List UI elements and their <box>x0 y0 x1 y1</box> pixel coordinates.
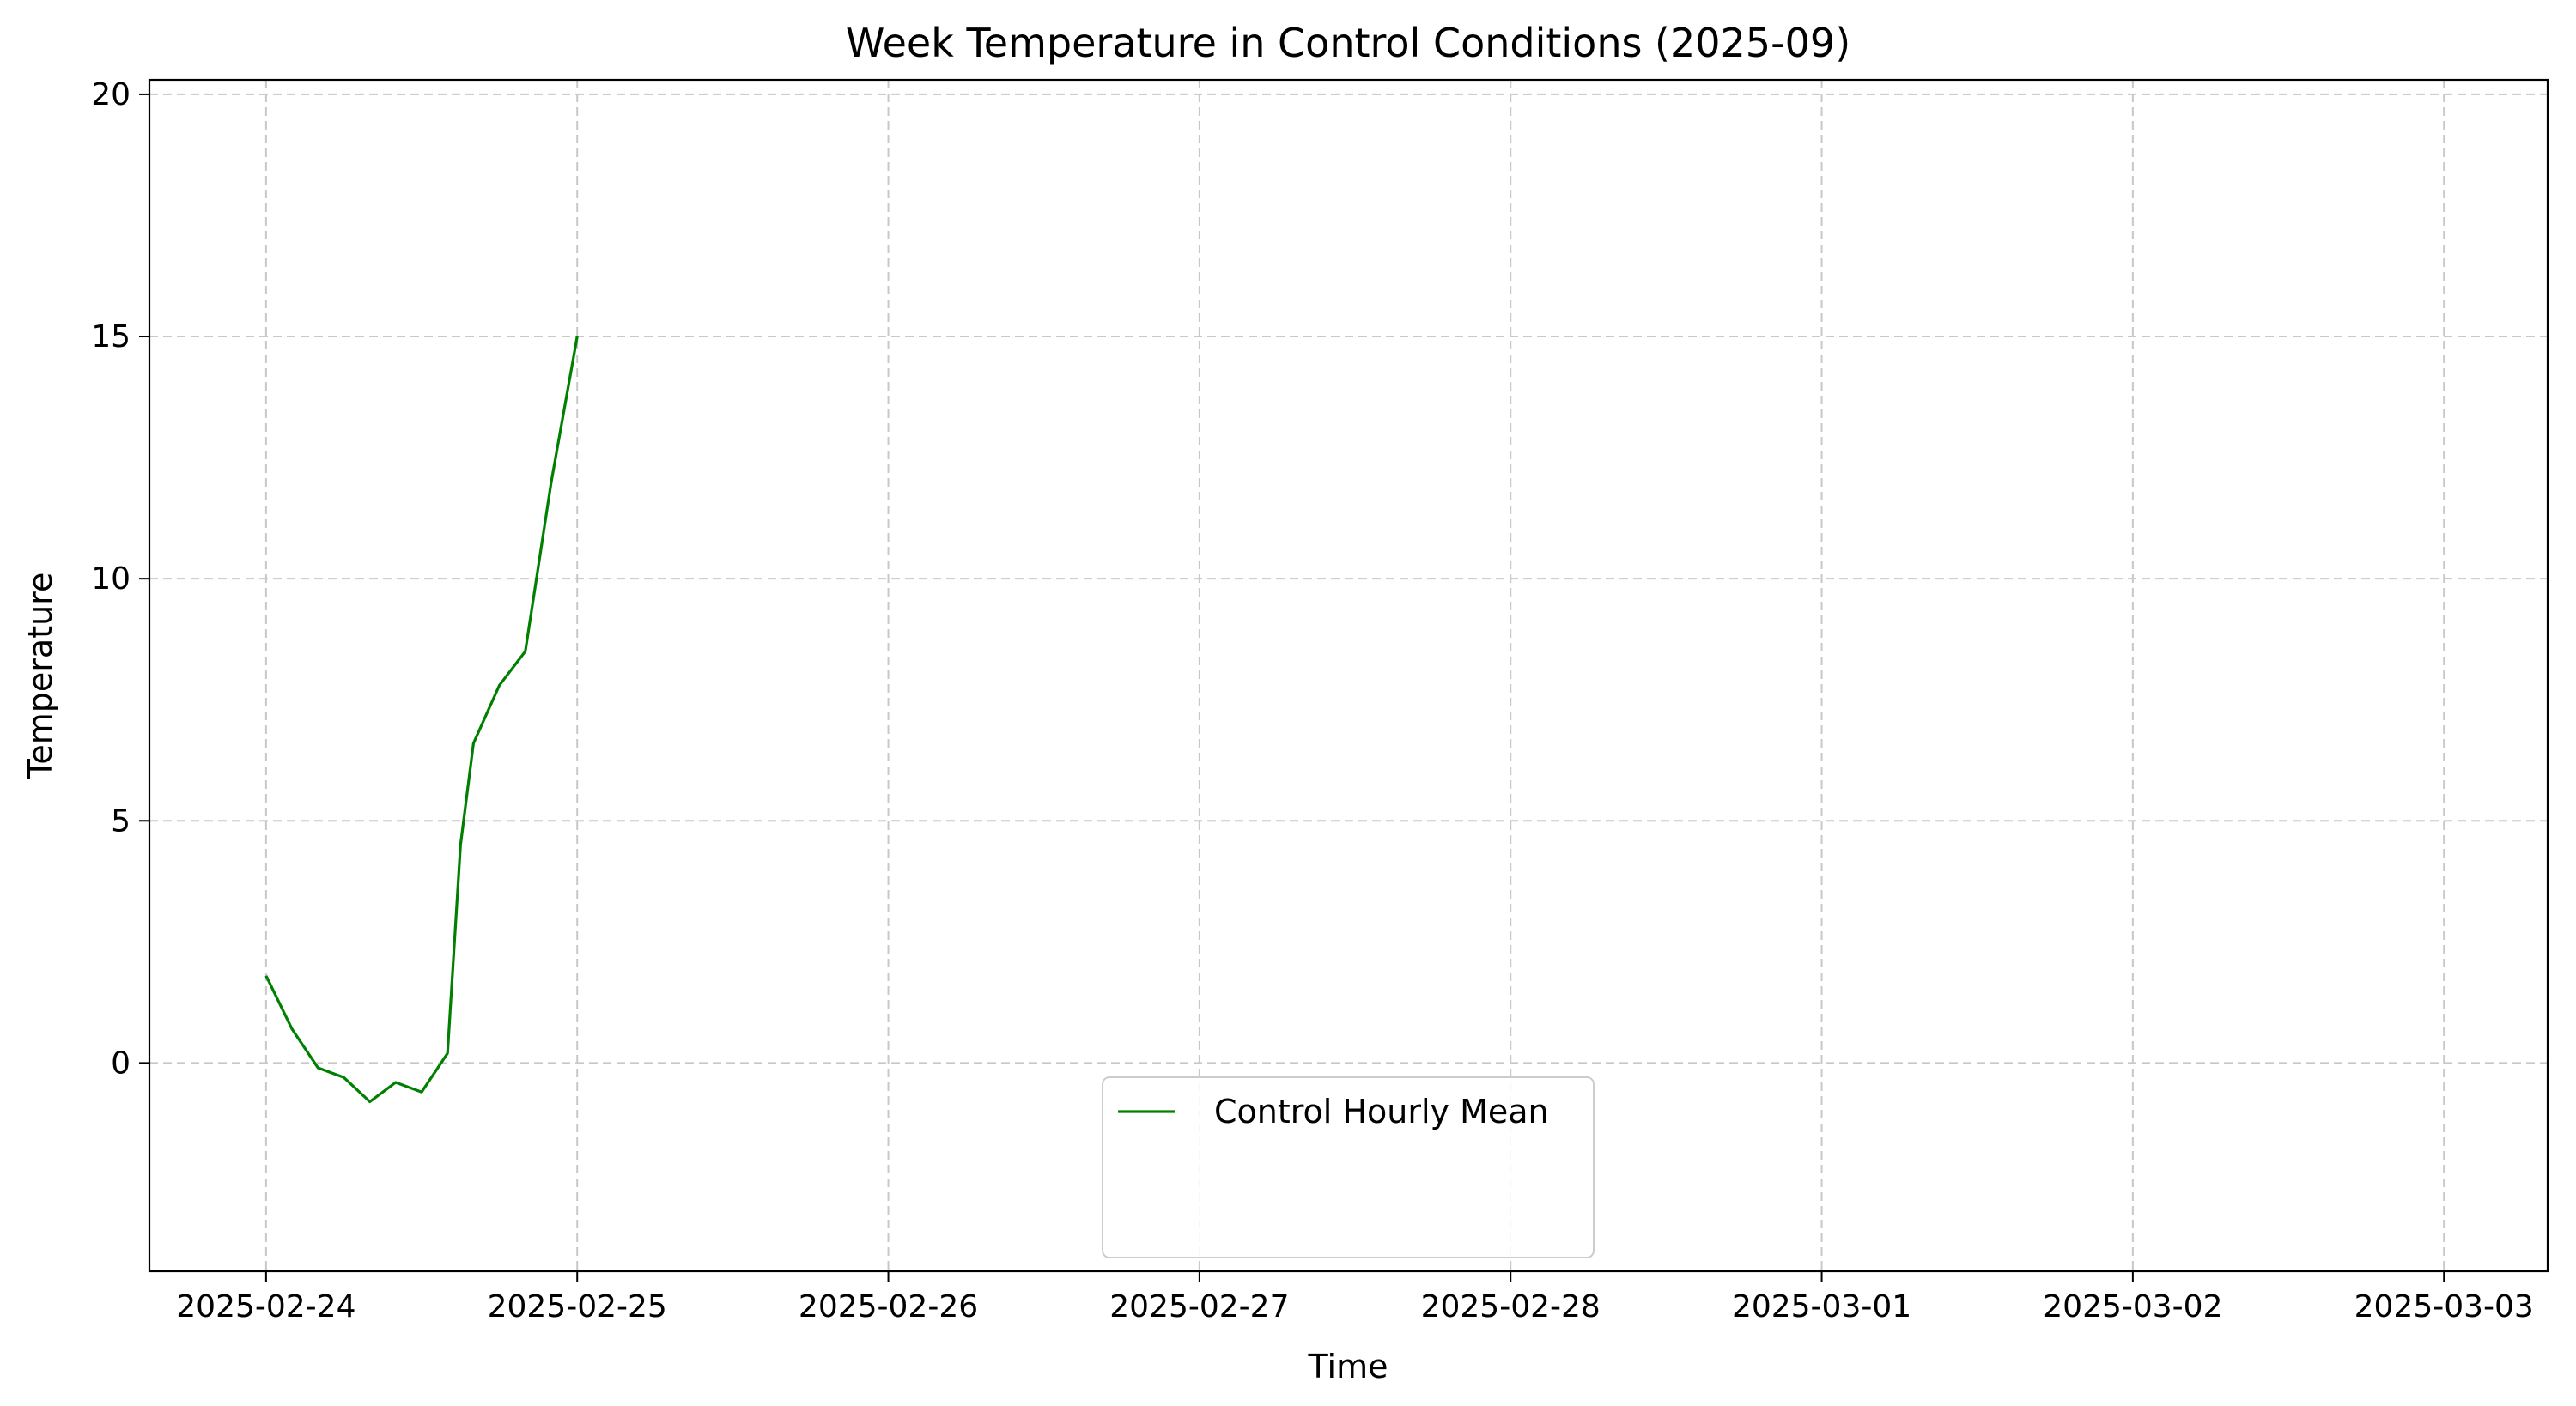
x-tick-label: 2025-02-26 <box>799 1289 978 1324</box>
y-tick-label: 5 <box>111 803 131 839</box>
x-tick-label: 2025-02-27 <box>1109 1289 1289 1324</box>
y-tick-label: 0 <box>111 1045 131 1081</box>
y-axis-title: Temperature <box>21 573 59 780</box>
plot-frame <box>148 78 2549 1273</box>
y-axis-ticks: 0 5 10 15 20 <box>91 77 149 1081</box>
x-tick-label: 2025-02-25 <box>488 1289 667 1324</box>
x-tick-label: 2025-02-24 <box>176 1289 355 1324</box>
x-tick-label: 2025-03-03 <box>2354 1289 2534 1324</box>
x-axis-ticks: 2025-02-24 2025-02-25 2025-02-26 2025-02-27… <box>176 1271 2534 1324</box>
grid-lines <box>149 80 2548 1271</box>
x-tick-label: 2025-03-01 <box>1732 1289 1911 1324</box>
x-tick-label: 2025-03-02 <box>2043 1289 2222 1324</box>
x-axis-title: Time <box>1308 1348 1388 1385</box>
y-tick-label: 20 <box>91 77 131 112</box>
legend-label: Control Hourly Mean <box>1214 1093 1549 1130</box>
x-tick-label: 2025-02-28 <box>1421 1289 1601 1324</box>
chart-title: Week Temperature in Control Conditions (… <box>846 20 1850 66</box>
y-tick-label: 10 <box>91 561 131 597</box>
legend: Control Hourly Mean <box>1102 1076 1595 1258</box>
legend-box <box>1102 1076 1595 1258</box>
y-tick-label: 15 <box>91 319 131 355</box>
